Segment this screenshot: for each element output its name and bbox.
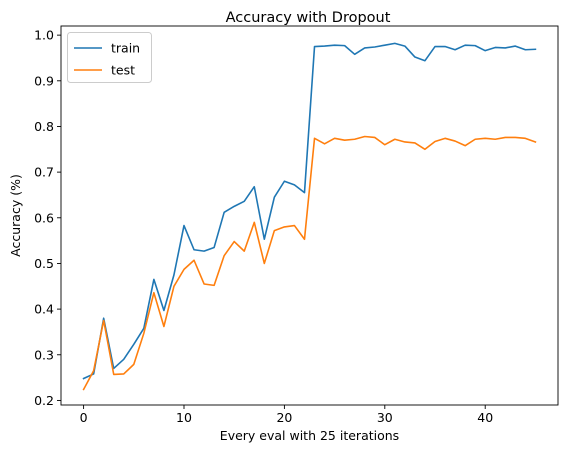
y-tick-label: 0.3 bbox=[34, 347, 54, 362]
legend-label-test: test bbox=[111, 63, 135, 78]
x-tick-label: 10 bbox=[176, 410, 192, 425]
axes-frame bbox=[60, 25, 559, 406]
y-tick-label: 0.2 bbox=[34, 393, 54, 408]
y-tick-label: 0.7 bbox=[34, 165, 54, 180]
x-tick-label: 0 bbox=[80, 410, 88, 425]
series-line-train bbox=[82, 42, 537, 380]
series-lines bbox=[82, 42, 537, 391]
y-tick-label: 0.5 bbox=[34, 256, 54, 271]
chart-title: Accuracy with Dropout bbox=[226, 10, 391, 26]
legend-label-train: train bbox=[111, 41, 140, 56]
y-tick-label: 0.6 bbox=[34, 210, 54, 225]
legend: train test bbox=[67, 32, 152, 83]
x-tick-label: 40 bbox=[477, 410, 493, 425]
y-tick-label: 0.9 bbox=[34, 73, 54, 88]
y-tick-label: 0.8 bbox=[34, 119, 54, 134]
y-tick-label: 1.0 bbox=[34, 28, 54, 43]
x-tick-label: 30 bbox=[377, 410, 393, 425]
x-axis-label: Every eval with 25 iterations bbox=[220, 428, 399, 443]
y-tick-label: 0.4 bbox=[34, 302, 54, 317]
y-axis-label: Accuracy (%) bbox=[8, 174, 23, 257]
y-axis-ticks: 0.2 0.3 0.4 0.5 0.6 0.7 0.8 0.9 1.0 bbox=[34, 28, 61, 408]
x-tick-label: 20 bbox=[276, 410, 292, 425]
series-line-test bbox=[82, 135, 537, 391]
x-axis-ticks: 0 10 20 30 40 bbox=[80, 405, 493, 425]
